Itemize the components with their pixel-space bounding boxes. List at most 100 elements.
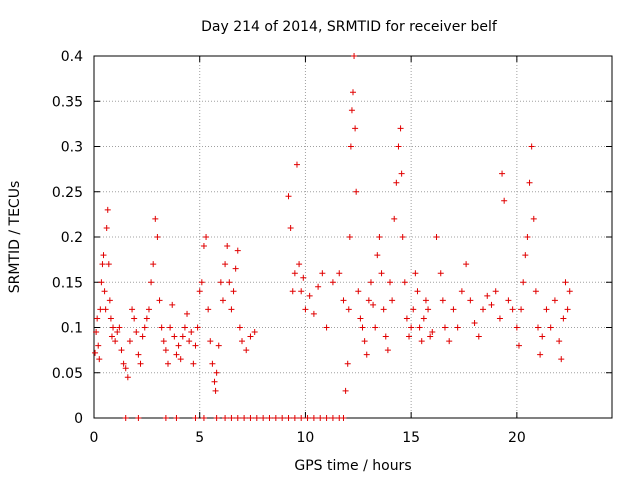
data-point — [340, 415, 347, 421]
data-point — [304, 415, 311, 421]
data-point — [499, 170, 506, 177]
data-point — [528, 143, 535, 150]
data-point — [213, 369, 220, 376]
data-point — [103, 224, 110, 231]
data-point — [251, 329, 258, 336]
data-point — [285, 415, 292, 421]
data-point — [532, 288, 539, 295]
data-point — [107, 315, 114, 322]
data-point — [372, 324, 379, 331]
data-point — [401, 279, 408, 286]
data-point — [454, 324, 461, 331]
data-point — [439, 297, 446, 304]
data-point — [152, 215, 159, 222]
data-point — [175, 342, 182, 349]
data-point — [106, 297, 113, 304]
data-point — [310, 310, 317, 317]
data-point — [108, 333, 115, 340]
data-point — [475, 333, 482, 340]
data-point — [122, 415, 129, 421]
data-point — [99, 261, 106, 268]
data-point — [135, 415, 142, 421]
data-point — [365, 297, 372, 304]
data-point — [116, 324, 123, 331]
data-point — [370, 301, 377, 308]
data-point — [518, 306, 525, 313]
data-point — [177, 356, 184, 363]
data-point — [382, 333, 389, 340]
data-point — [537, 351, 544, 358]
data-point — [363, 351, 370, 358]
data-point — [306, 292, 313, 299]
data-point — [564, 306, 571, 313]
data-point — [289, 288, 296, 295]
data-point — [100, 252, 107, 259]
data-point — [380, 306, 387, 313]
data-point — [501, 197, 508, 204]
axis-ticks: 0 0.05 0.1 0.15 0.2 0.25 0.3 0.35 0.4 0 5 10 15 20 — [52, 49, 612, 446]
data-point — [92, 349, 99, 356]
data-point — [329, 279, 336, 286]
data-point — [162, 347, 169, 354]
data-point — [348, 107, 355, 114]
data-point — [310, 415, 317, 421]
data-point — [200, 243, 207, 250]
data-point — [291, 415, 298, 421]
data-point — [319, 270, 326, 277]
data-point — [167, 324, 174, 331]
data-point — [422, 297, 429, 304]
data-point — [239, 338, 245, 345]
data-point — [342, 387, 349, 394]
data-point — [95, 342, 102, 349]
data-point — [287, 224, 294, 231]
chart-title: Day 214 of 2014, SRMTID for receiver bel… — [201, 19, 498, 35]
data-point — [219, 297, 226, 304]
data-point — [145, 306, 152, 313]
data-point — [135, 351, 142, 358]
data-point — [446, 338, 453, 345]
data-point — [359, 324, 366, 331]
data-point — [260, 415, 267, 421]
data-point — [367, 279, 374, 286]
data-point — [156, 297, 163, 304]
data-point — [192, 342, 199, 349]
data-point — [104, 206, 111, 213]
data-point — [234, 247, 241, 254]
data-point — [93, 329, 100, 336]
data-point — [247, 333, 254, 340]
data-point — [98, 279, 105, 286]
x-tick-label: 5 — [195, 430, 204, 446]
data-point — [418, 338, 425, 345]
data-point — [524, 234, 531, 240]
data-point — [355, 288, 362, 295]
y-tick-label: 0.3 — [61, 140, 83, 156]
data-point — [488, 301, 495, 308]
data-point — [207, 338, 214, 345]
data-point — [300, 274, 307, 281]
data-point — [122, 365, 129, 372]
data-point — [272, 415, 279, 421]
data-point — [253, 415, 260, 421]
data-point — [101, 288, 108, 295]
data-point — [205, 306, 212, 313]
data-point — [420, 315, 427, 322]
x-tick-label: 15 — [402, 430, 420, 446]
data-point — [376, 234, 383, 240]
data-point — [315, 283, 322, 290]
data-point — [520, 279, 527, 286]
x-axis-label: GPS time / hours — [294, 458, 411, 474]
data-point — [399, 234, 406, 240]
data-point — [203, 234, 210, 240]
data-point — [186, 338, 193, 345]
data-point — [346, 234, 353, 240]
data-point — [196, 288, 203, 295]
data-point — [141, 324, 148, 331]
data-point — [425, 306, 432, 313]
data-point — [200, 415, 207, 421]
data-point — [551, 297, 558, 304]
data-point — [412, 270, 419, 277]
data-point — [188, 329, 195, 336]
data-point — [391, 215, 398, 222]
data-point — [179, 333, 186, 340]
